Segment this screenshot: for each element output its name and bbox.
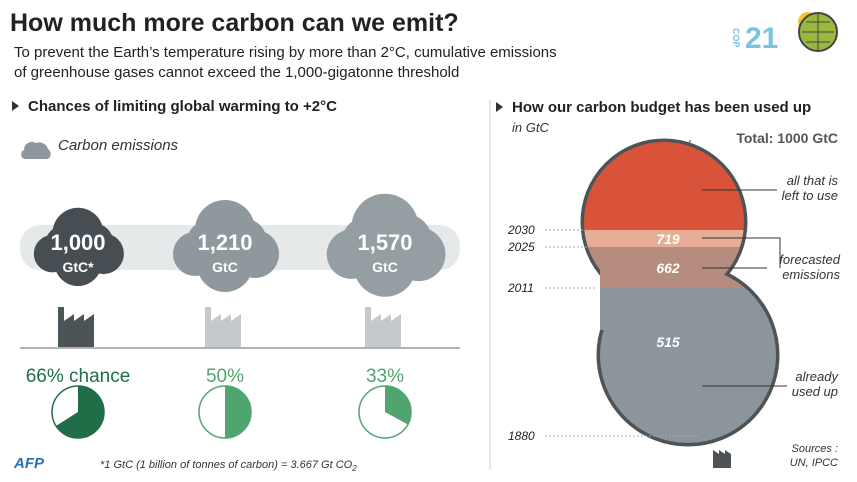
pie-slice xyxy=(56,386,105,438)
unit: GtC xyxy=(372,259,398,275)
section-title: How our carbon budget has been used up xyxy=(512,99,811,116)
logo-prefix: COP xyxy=(731,28,741,48)
subtitle: To prevent the Earth’s temperature risin… xyxy=(14,44,557,61)
logo-number: 21 xyxy=(745,22,778,55)
sources: Sources : xyxy=(792,443,838,455)
amount: 1,000 xyxy=(50,230,105,255)
year: 2025 xyxy=(507,240,535,254)
factory xyxy=(205,307,241,347)
cloud xyxy=(326,193,446,297)
cloud-part xyxy=(219,218,267,266)
budget-label: all that is left to use xyxy=(782,173,839,203)
budget-label: forecasted emissions xyxy=(779,252,840,282)
pie-slice xyxy=(385,386,411,425)
total: Total: 1000 GtC xyxy=(736,130,838,146)
sources: UN, IPCC xyxy=(790,457,838,469)
footnote: *1 GtC (1 billion of tonnes of carbon) =… xyxy=(100,459,357,473)
legend: Carbon emissions xyxy=(58,137,179,154)
cloud-part xyxy=(72,223,114,264)
budget-shape xyxy=(580,138,780,447)
year: 1880 xyxy=(508,429,535,443)
unit: GtC xyxy=(212,259,238,275)
cloud-part xyxy=(378,213,433,268)
year: 2011 xyxy=(507,281,534,295)
budget-label: already used up xyxy=(792,369,840,399)
factory xyxy=(365,307,401,347)
amount: 515 xyxy=(656,334,680,350)
chance-label: 33% xyxy=(366,366,404,387)
amount: 1,570 xyxy=(357,230,412,255)
amount: 1,210 xyxy=(197,230,252,255)
chance-label: 66% chance xyxy=(26,366,131,387)
factory xyxy=(58,307,94,347)
section-title: Chances of limiting global warming to +2… xyxy=(28,98,337,115)
chance-label: 50% xyxy=(206,366,244,387)
pie-slice xyxy=(225,386,251,438)
unit: GtC* xyxy=(62,259,94,275)
cloud xyxy=(33,207,124,286)
amount: 662 xyxy=(656,260,680,276)
subtitle: of greenhouse gases cannot exceed the 1,… xyxy=(14,64,459,81)
unit: in GtC xyxy=(512,120,549,135)
year: 2030 xyxy=(507,223,535,237)
amount: 719 xyxy=(656,231,680,247)
cloud xyxy=(173,200,279,292)
title: How much more carbon can we emit? xyxy=(10,9,459,37)
credit: AFP xyxy=(13,455,45,472)
logo: COP 21 xyxy=(731,12,838,55)
